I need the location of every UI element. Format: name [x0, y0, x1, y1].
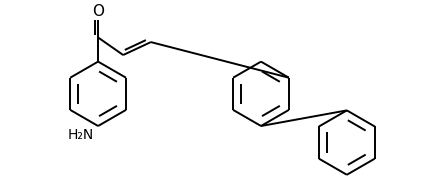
Text: H₂N: H₂N	[68, 128, 94, 142]
Text: O: O	[92, 4, 104, 19]
